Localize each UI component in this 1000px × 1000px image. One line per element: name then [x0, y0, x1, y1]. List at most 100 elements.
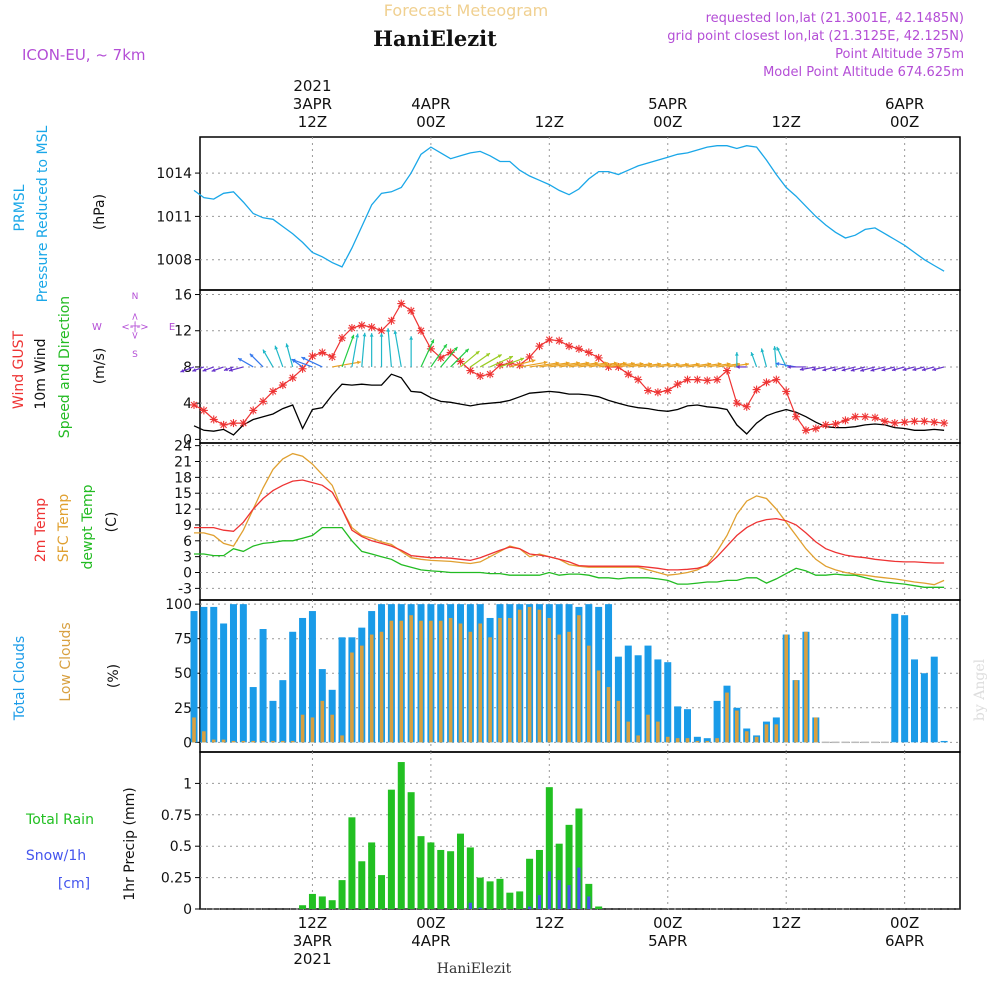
low-cloud-bar: [695, 740, 700, 743]
wind-speed-direction-label: Speed and Direction: [57, 296, 73, 438]
low-cloud-bar: [350, 652, 354, 743]
wind-direction-arrow: [332, 360, 361, 368]
temp-sfc-label: SFC Temp: [56, 494, 72, 563]
gust-marker: [555, 336, 564, 345]
time-tick-top-hour: 12Z: [535, 113, 564, 131]
rain-bar: [437, 849, 445, 909]
gust-marker: [397, 299, 406, 308]
rain-bar: [545, 787, 553, 909]
rain-bar: [328, 900, 336, 909]
low-cloud-bar: [537, 609, 542, 743]
gust-marker: [762, 378, 771, 387]
gust-marker: [900, 418, 909, 427]
wind-direction-arrow: [237, 357, 254, 368]
low-cloud-bar: [508, 617, 512, 743]
gust-marker: [871, 413, 880, 422]
wind-direction-arrow: [499, 357, 525, 368]
low-cloud-bar: [527, 606, 532, 743]
rain-bar: [535, 849, 543, 909]
gust-marker: [466, 366, 475, 375]
wind-direction-arrow: [202, 366, 214, 372]
wind-direction-arrow: [361, 332, 367, 368]
low-cloud-bar: [814, 717, 818, 743]
wind-direction-arrow: [850, 366, 866, 372]
time-tick-bottom-date: 5APR: [648, 932, 687, 950]
wind-direction-arrow: [393, 330, 402, 368]
total-cloud-bar: [269, 700, 277, 743]
wind-direction-arrow: [386, 328, 392, 368]
rain-bar: [565, 824, 573, 909]
time-tick-bottom-hour: 12Z: [298, 914, 327, 932]
point-altitude: Point Altitude 375m: [835, 47, 964, 62]
model-point-altitude: Model Point Altitude 674.625m: [763, 65, 964, 80]
grid-point-lonlat: grid point closest lon,lat (21.3125E, 42…: [667, 29, 964, 44]
total-cloud-bar: [220, 623, 228, 743]
hpa-label: (hPa): [92, 194, 108, 230]
requested-lonlat: requested lon,lat (21.3001E, 42.1485N): [706, 11, 964, 26]
y-tick-label: -3: [178, 581, 192, 597]
wind-direction-arrow: [509, 359, 536, 368]
snow-cm-label: [cm]: [58, 876, 90, 892]
y-tick-label: 0.75: [161, 808, 192, 824]
model-label: ICON-EU, ~ 7km: [22, 46, 146, 64]
total-clouds-label: Total Clouds: [12, 636, 28, 721]
pressure-line: [193, 145, 945, 272]
compass-glyph: <-|->: [130, 312, 141, 339]
gust-marker: [407, 306, 416, 315]
time-tick-top-hour: 00Z: [416, 113, 445, 131]
wind-direction-arrow: [470, 352, 491, 368]
total-cloud-bar: [614, 656, 622, 743]
temp-2m-label: 2m Temp: [33, 498, 49, 562]
precip-labels: Total Rain Snow/1h [cm] 1hr Precip (mm): [25, 787, 138, 900]
wind-direction-arrow: [932, 366, 945, 372]
wind-direction-arrow: [787, 365, 806, 369]
gust-marker: [732, 399, 741, 408]
cloud-panel: 0 25 50 75 100: [165, 597, 961, 753]
low-cloud-bar: [192, 717, 196, 743]
wind-direction-arrow: [379, 333, 384, 367]
wind-direction-arrow: [921, 366, 935, 372]
pressure-panel: 1008 1011 1014: [156, 136, 961, 291]
gust-marker: [683, 375, 692, 384]
wind-direction-arrow: [369, 333, 374, 367]
low-cloud-bar: [281, 740, 285, 743]
wind-direction-arrow: [726, 362, 750, 368]
y-tick-label: 1008: [156, 253, 192, 269]
wind-direction-arrow: [440, 346, 458, 368]
y-tick-label: 100: [165, 597, 192, 613]
gust-marker: [525, 352, 534, 361]
gust-marker: [624, 370, 633, 379]
gust-marker: [584, 348, 593, 357]
total-cloud-bar: [891, 613, 899, 743]
gust-marker: [268, 387, 277, 396]
low-cloud-bar: [379, 631, 384, 743]
gust-marker: [308, 352, 317, 361]
footer-location: HaniElezit: [437, 961, 512, 977]
total-cloud-bar: [338, 637, 346, 743]
total-cloud-bar: [279, 680, 287, 743]
snow-bar: [547, 871, 551, 909]
low-cloud-bar: [665, 736, 670, 743]
snow-bar: [537, 895, 542, 909]
low-cloud-bar: [271, 740, 275, 743]
low-cloud-bar: [221, 739, 226, 743]
time-tick-bottom-hour: 12Z: [535, 914, 564, 932]
gust-marker: [565, 342, 574, 351]
y-tick-label: 6: [183, 534, 192, 550]
gust-marker: [920, 417, 929, 426]
time-tick-top-date: 3APR: [293, 95, 332, 113]
low-cloud-bar: [340, 735, 344, 743]
gust-marker: [752, 385, 761, 394]
temperature-labels: 2m Temp SFC Temp dewpt Temp (C): [33, 484, 120, 569]
gust-marker: [594, 353, 603, 362]
rain-bar: [308, 893, 316, 909]
wind-10m-line: [193, 373, 945, 436]
gust-marker: [347, 324, 356, 333]
rain-bar: [506, 892, 514, 909]
gust-marker: [644, 386, 653, 395]
low-cloud-bar: [685, 738, 690, 743]
time-tick-top-date: 4APR: [411, 95, 450, 113]
low-cloud-bar: [369, 634, 374, 743]
compass-e: E: [169, 322, 175, 333]
